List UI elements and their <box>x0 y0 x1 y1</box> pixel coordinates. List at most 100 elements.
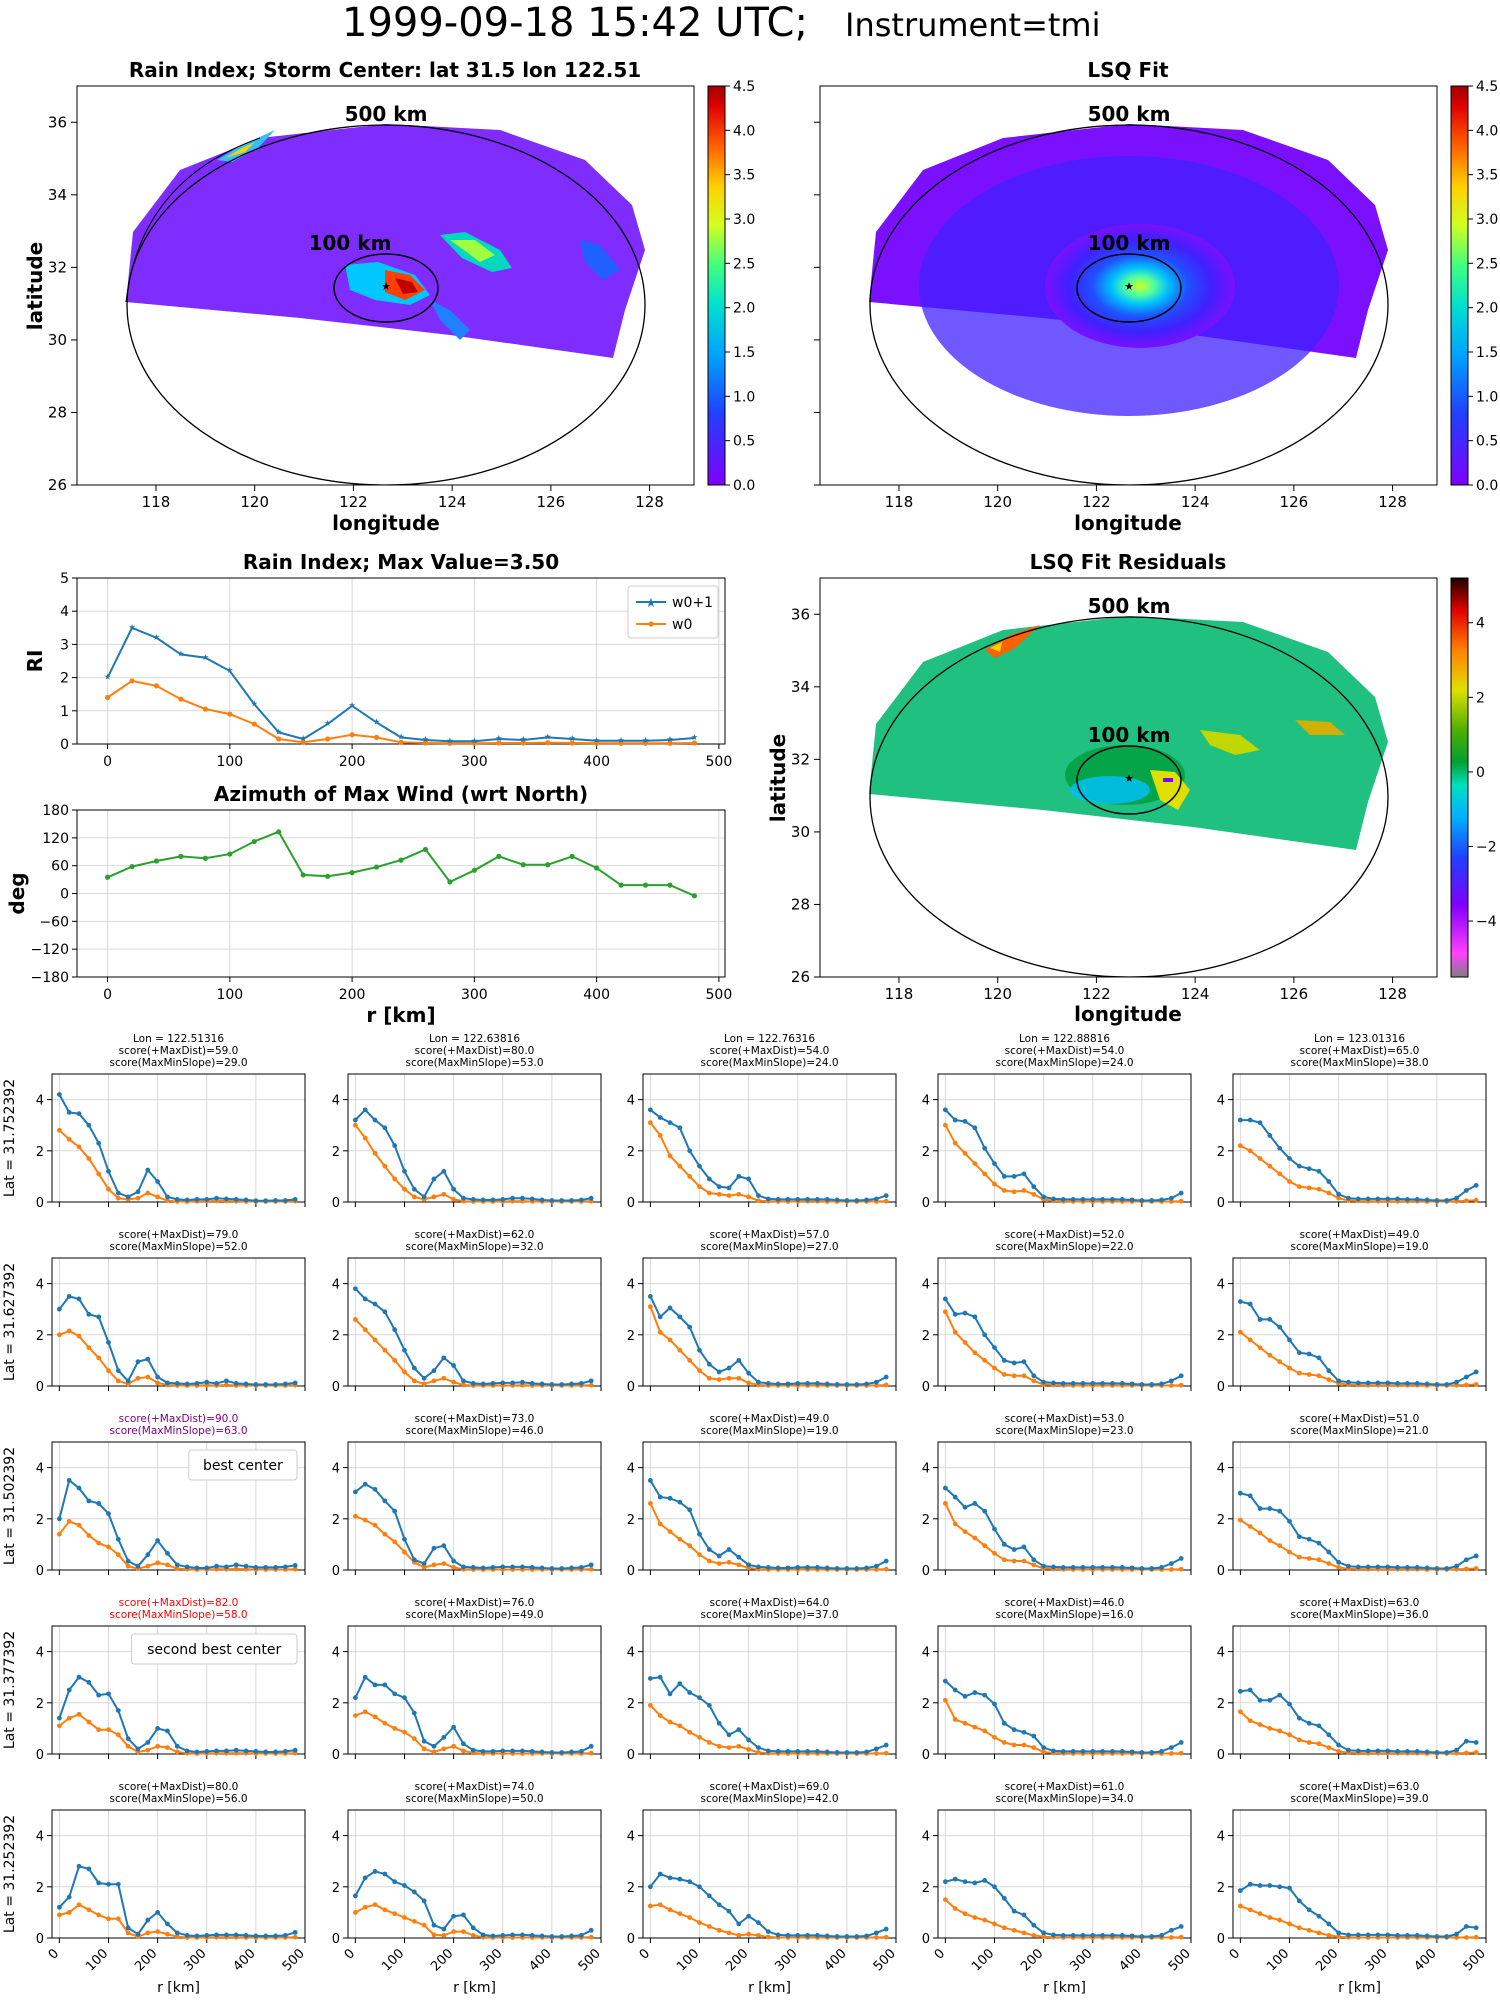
panel-w0-point <box>667 1337 673 1343</box>
panel-w0-point <box>362 1327 368 1333</box>
panel-w0p1-point <box>1454 1563 1459 1569</box>
panel-w0p1-point <box>578 1381 584 1386</box>
y-tick-label: 4 <box>36 1094 44 1109</box>
panel-w0p1-point <box>1247 1881 1253 1887</box>
panel-w0p1-point <box>952 1876 958 1882</box>
plot-frame <box>937 1073 1192 1203</box>
panel-w0p1-point <box>480 1749 486 1754</box>
panel-w0-point <box>1287 1179 1292 1184</box>
panel-w0p1-point <box>952 1117 958 1123</box>
panel-w0p1-point <box>972 1880 978 1886</box>
colorbar-tick-label: 4.0 <box>1476 123 1498 139</box>
panel-w0p1-point <box>1237 1299 1243 1304</box>
panel-w0p1-point <box>569 1749 574 1755</box>
panel-w0p1-point <box>253 1749 259 1754</box>
panel-w0p1-point <box>1454 1195 1459 1201</box>
y-tick-label: 0 <box>922 1380 930 1395</box>
panel-w0p1-point <box>1139 1934 1145 1939</box>
panel-w0p1-point <box>1011 1908 1017 1914</box>
panel-w0p1-point <box>411 1365 417 1371</box>
x-tick-label: 200 <box>1018 1946 1046 1974</box>
panel-w0-point <box>174 1934 180 1940</box>
fit-ring-500km <box>869 124 1389 485</box>
panel-w0p1-point <box>1100 1381 1105 1386</box>
panel-w0p1-point <box>1070 1933 1076 1938</box>
panel-w0-point <box>106 1544 111 1550</box>
colorbar-tick-label: 3.5 <box>1476 168 1498 184</box>
panel-w0p1-point <box>883 1742 889 1748</box>
panel-w0p1-point <box>1149 1750 1155 1755</box>
panel-w0p1-point <box>273 1933 278 1939</box>
rain-map-yticks: 26 28 30 32 34 36 <box>48 113 77 494</box>
panel-w0-point <box>402 1729 407 1735</box>
grid-panel-r4-c3: score(MaxMinSlope)=37.0score(+MaxDist)=6… <box>627 1597 897 1763</box>
grid-panel-r4-c2: score(MaxMinSlope)=49.0score(+MaxDist)=7… <box>332 1597 602 1763</box>
plot-frame <box>347 1073 602 1203</box>
panel-w0p1-point <box>392 1691 398 1697</box>
panel-w0p1-point <box>1060 1565 1066 1570</box>
panel-w0-point <box>1041 1934 1047 1940</box>
panel-w0p1-point <box>1070 1749 1076 1754</box>
panel-w0p1-point <box>992 1161 997 1166</box>
panel-w0-point <box>697 1184 702 1190</box>
plot-frame <box>937 1257 1192 1387</box>
x-tick-label: 400 <box>583 987 610 1003</box>
panel-w0-point <box>66 1328 72 1334</box>
panel-xlabel: r [km] <box>453 1980 496 1996</box>
panel-w0p1-point <box>785 1197 791 1202</box>
panel-w0p1-point <box>204 1933 210 1938</box>
y-tick-label: 0 <box>627 1196 635 1211</box>
panel-w0p1-point <box>165 1194 170 1200</box>
x-tick-label: 500 <box>576 1946 604 1974</box>
panel-w0p1-point <box>1100 1749 1105 1754</box>
panel-w0-point <box>362 1135 368 1141</box>
panel-w0p1-point <box>451 1186 457 1192</box>
rain-map-title: Rain Index; Storm Center: lat 31.5 lon 1… <box>129 58 641 82</box>
panel-w0-point <box>883 1198 889 1204</box>
panel-w0-point <box>155 1194 161 1200</box>
panel-w0-point <box>962 1720 968 1726</box>
panel-w0p1-point <box>539 1749 545 1755</box>
az-line <box>107 830 695 897</box>
panel-w0p1-point <box>352 1489 358 1495</box>
panel-w0p1-point <box>56 1715 62 1721</box>
panel-w0p1-point <box>529 1196 535 1202</box>
panel-w0p1-point <box>687 1507 693 1513</box>
panel-w0p1-point <box>775 1565 781 1571</box>
panel-w0-point <box>667 1153 673 1159</box>
panel-score-slope: score(MaxMinSlope)=24.0 <box>700 1057 838 1069</box>
y-tick-label: 4 <box>36 1278 44 1293</box>
panel-w0p1-point <box>125 1558 131 1564</box>
panel-w0-point <box>736 1375 742 1381</box>
panel-score-slope: score(MaxMinSlope)=16.0 <box>995 1609 1133 1621</box>
panel-w0-point <box>1031 1562 1037 1568</box>
panel-w0p1-point <box>402 1883 407 1888</box>
panel-w0p1-point <box>106 1881 111 1887</box>
panel-w0-point <box>431 1932 437 1938</box>
panel-w0-point <box>677 1536 683 1542</box>
legend-label-w0: w0 <box>672 617 692 633</box>
panel-w0p1-point <box>372 1682 378 1688</box>
panel-w0-point <box>706 1924 712 1929</box>
panel-w0p1-point <box>726 1732 732 1738</box>
panel-w0p1-point <box>431 1368 437 1374</box>
colorbar-tick-label: 1.5 <box>1476 345 1498 361</box>
panel-w0p1-point <box>578 1933 584 1938</box>
y-tick-label: 4 <box>332 1094 340 1109</box>
panel-w0p1-point <box>86 1122 92 1128</box>
resid-map-xticks: 118 120 122 124 126 128 <box>885 977 1407 1003</box>
panel-w0-point <box>155 1743 161 1749</box>
panel-w0-point <box>86 1156 92 1161</box>
panel-w0p1-point <box>1021 1912 1027 1918</box>
panel-w0p1-point <box>1139 1382 1145 1387</box>
panel-w0p1-point <box>451 1363 457 1368</box>
grid-panel-r3-c5: score(MaxMinSlope)=21.0score(+MaxDist)=5… <box>1217 1413 1487 1579</box>
y-tick-label: 4 <box>922 1462 930 1477</box>
panel-w0p1-point <box>243 1381 249 1387</box>
panel-w0p1-point <box>873 1196 879 1202</box>
panel-w0p1-point <box>1090 1565 1096 1570</box>
y-tick-label: 0 <box>1217 1196 1225 1211</box>
panel-score-dist: score(+MaxDist)=51.0 <box>1300 1413 1420 1425</box>
resid-map-title: LSQ Fit Residuals <box>1030 550 1227 574</box>
y-tick-label: 2 <box>332 1881 340 1896</box>
